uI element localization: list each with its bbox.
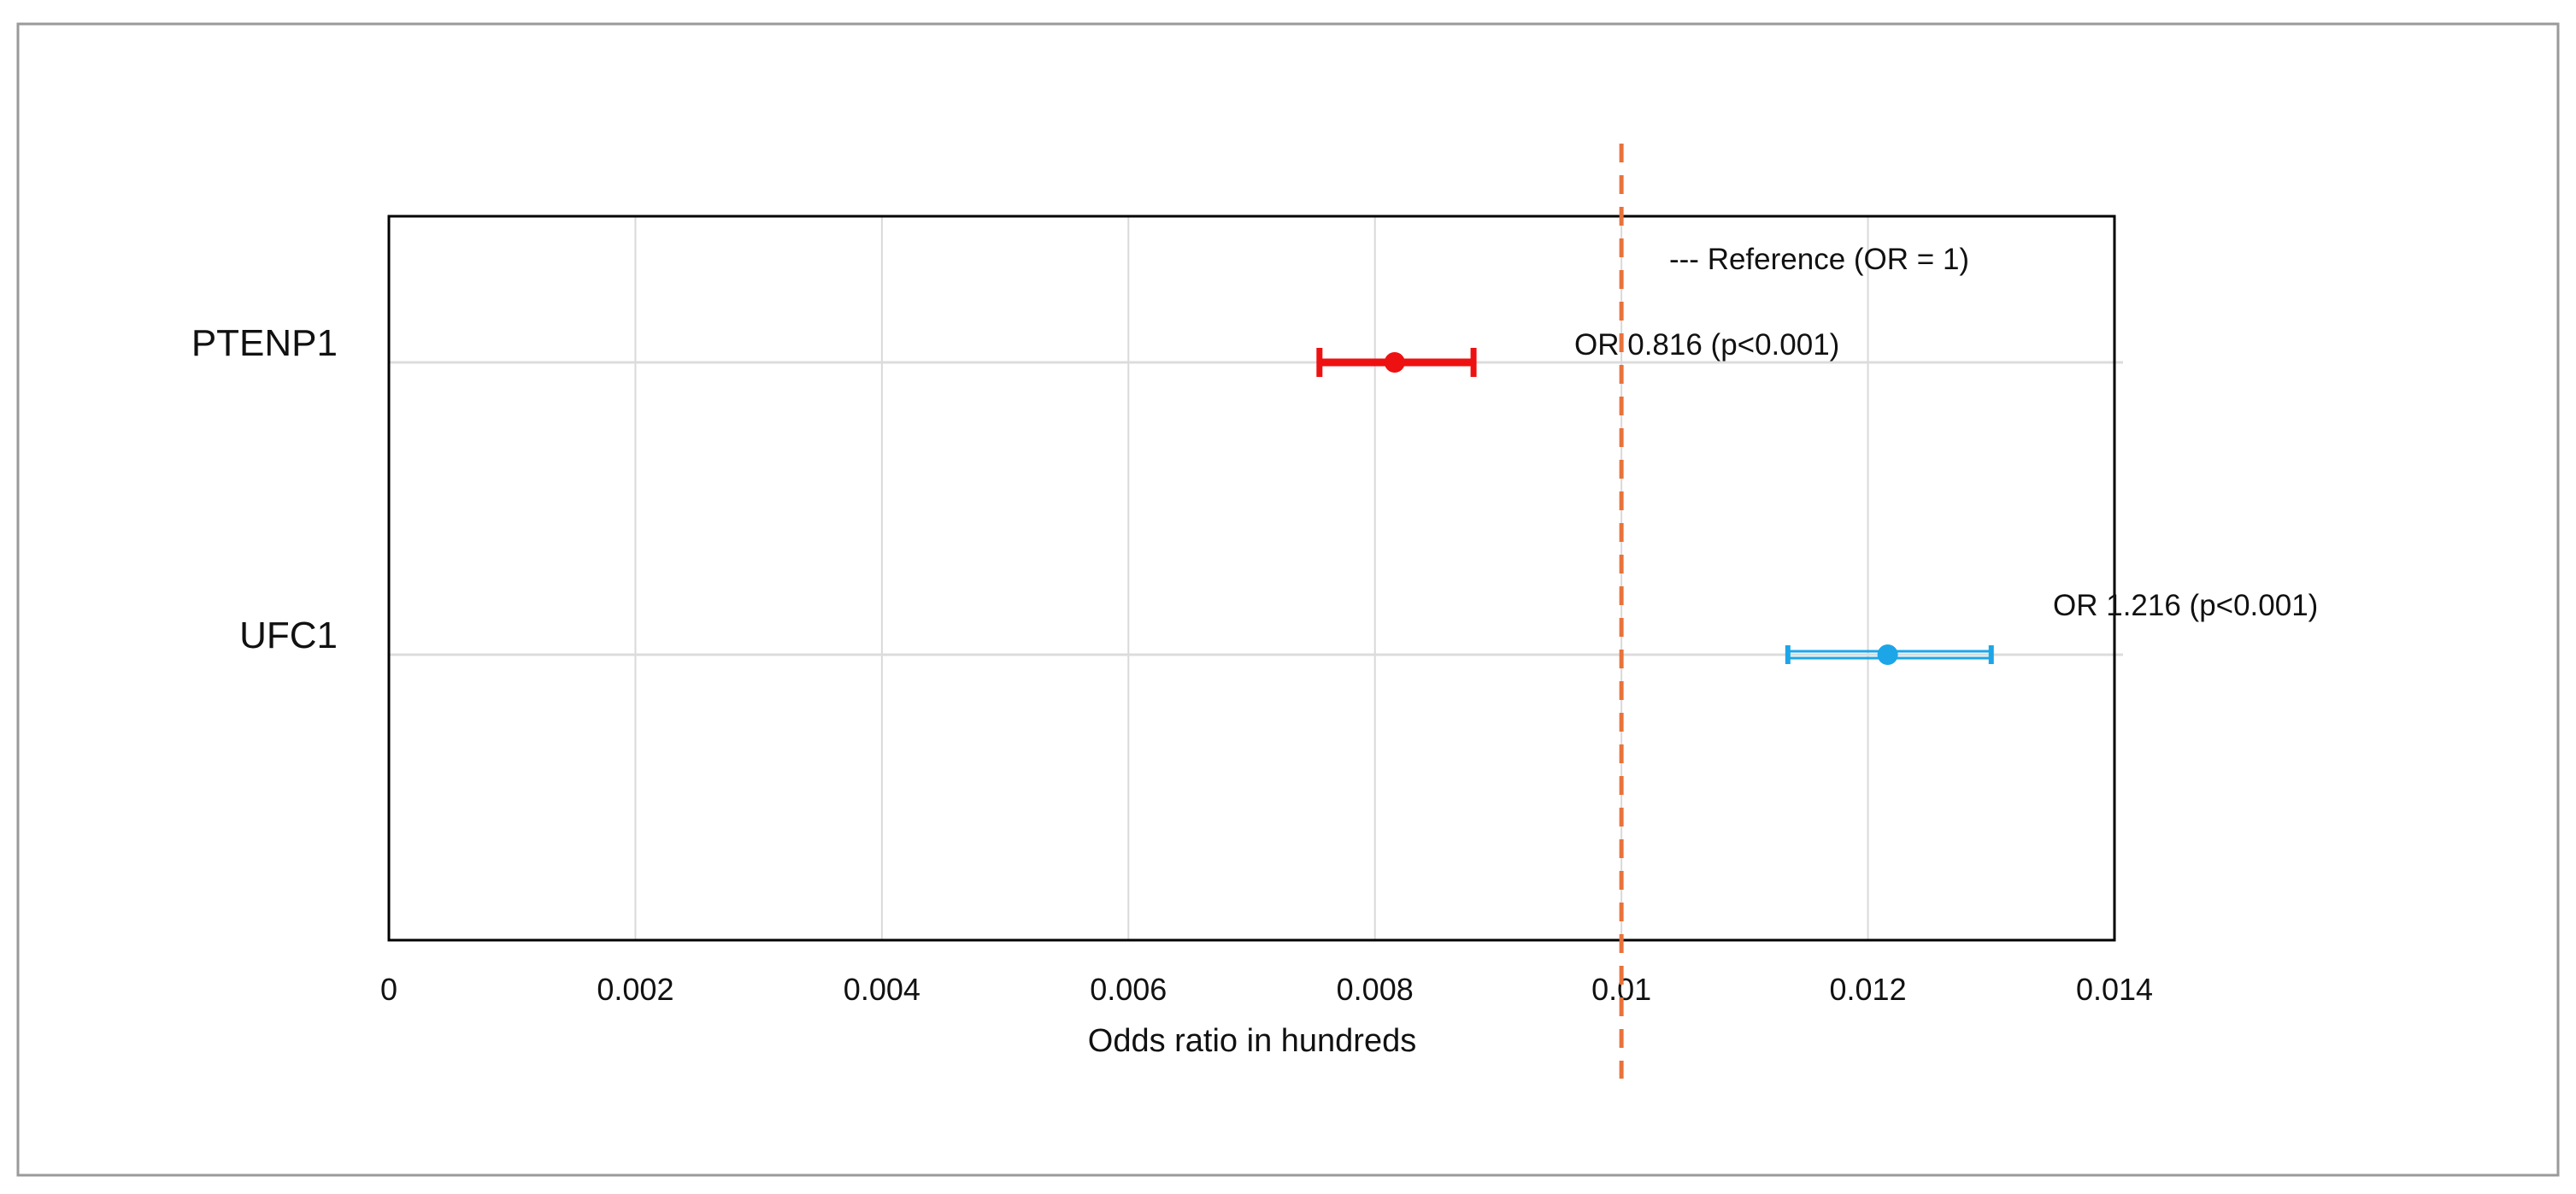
annotation-ufc1: OR 1.216 (p<0.001) (2053, 589, 2318, 622)
category-label-ptenp1: PTENP1 (191, 322, 338, 364)
x-tick-label: 0.014 (2076, 972, 2153, 1007)
x-tick-label: 0.006 (1090, 972, 1167, 1007)
point-estimate-ptenp1 (1384, 352, 1405, 373)
category-label-ufc1: UFC1 (239, 615, 338, 656)
plot-area-border (387, 215, 2116, 942)
x-tick-label: 0.008 (1337, 972, 1414, 1007)
x-tick-label: 0 (380, 972, 397, 1007)
y-axis-category-labels: PTENP1 UFC1 (191, 322, 338, 656)
point-estimate-ufc1 (1877, 644, 1898, 665)
annotation-ptenp1: OR 0.816 (p<0.001) (1574, 328, 1839, 362)
x-axis-label: Odds ratio in hundreds (1088, 1023, 1416, 1059)
x-axis-tick-labels: 0 0.002 0.004 0.006 0.008 0.01 0.012 0.014 (380, 972, 2153, 1007)
x-tick-label: 0.002 (597, 972, 673, 1007)
reference-legend-label: --- Reference (OR = 1) (1669, 243, 1969, 276)
x-tick-label: 0.012 (1830, 972, 1907, 1007)
odds-ratio-markers: OR 0.816 (p<0.001) OR 1.216 (p<0.001) (1316, 328, 2318, 665)
row-guidelines (389, 361, 2123, 656)
x-tick-label: 0.004 (844, 972, 920, 1007)
